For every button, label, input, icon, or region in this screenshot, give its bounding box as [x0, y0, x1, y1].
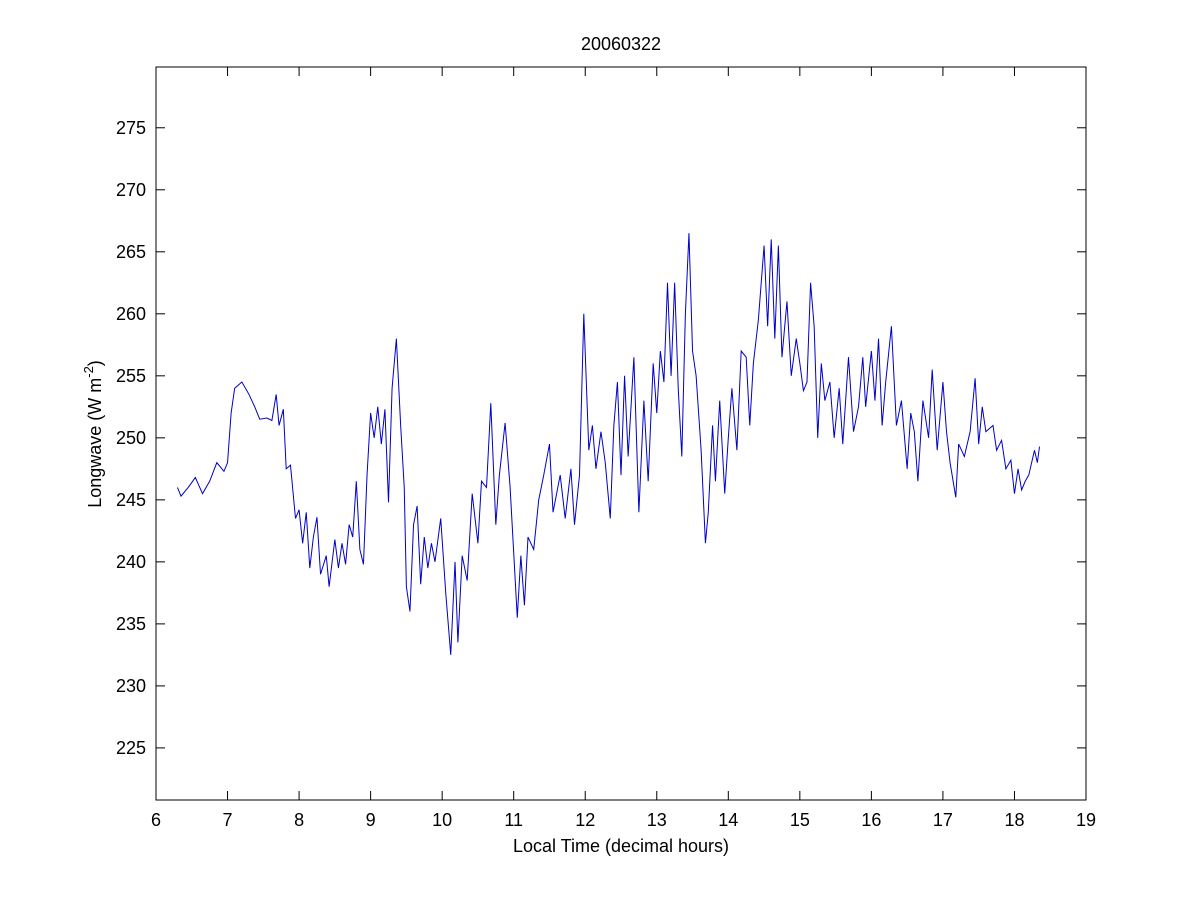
- x-tick-label: 11: [504, 810, 523, 830]
- y-tick-label: 230: [116, 676, 146, 696]
- x-tick-label: 14: [718, 810, 738, 830]
- x-tick-label: 16: [861, 810, 881, 830]
- y-tick-label: 250: [116, 428, 146, 448]
- x-tick-label: 6: [151, 810, 161, 830]
- y-tick-label: 275: [116, 118, 146, 138]
- y-tick-label: 260: [116, 304, 146, 324]
- x-tick-label: 9: [366, 810, 376, 830]
- y-tick-label: 270: [116, 180, 146, 200]
- y-axis-label-sup: -2: [81, 366, 96, 378]
- data-line: [176, 233, 1040, 655]
- y-axis-label-main: Longwave (W m: [85, 378, 105, 508]
- y-tick-label: 225: [116, 738, 146, 758]
- y-tick-label: 245: [116, 490, 146, 510]
- x-tick-label: 12: [575, 810, 595, 830]
- x-tick-label: 15: [790, 810, 810, 830]
- x-axis-label: Local Time (decimal hours): [513, 836, 729, 856]
- plot-area: [155, 66, 1087, 801]
- y-axis-label-end: ): [85, 360, 105, 366]
- y-tick-label: 240: [116, 552, 146, 572]
- x-tick-label: 17: [933, 810, 953, 830]
- chart-title: 20060322: [581, 34, 661, 54]
- x-tick-label: 10: [432, 810, 452, 830]
- x-tick-label: 13: [647, 810, 667, 830]
- x-tick-label: 18: [1004, 810, 1024, 830]
- y-axis-label: Longwave (W m-2): [81, 360, 105, 508]
- y-tick-label: 255: [116, 366, 146, 386]
- x-tick-label: 7: [223, 810, 233, 830]
- x-tick-label: 8: [294, 810, 304, 830]
- y-tick-label: 265: [116, 242, 146, 262]
- y-tick-label: 235: [116, 614, 146, 634]
- x-tick-label: 19: [1076, 810, 1096, 830]
